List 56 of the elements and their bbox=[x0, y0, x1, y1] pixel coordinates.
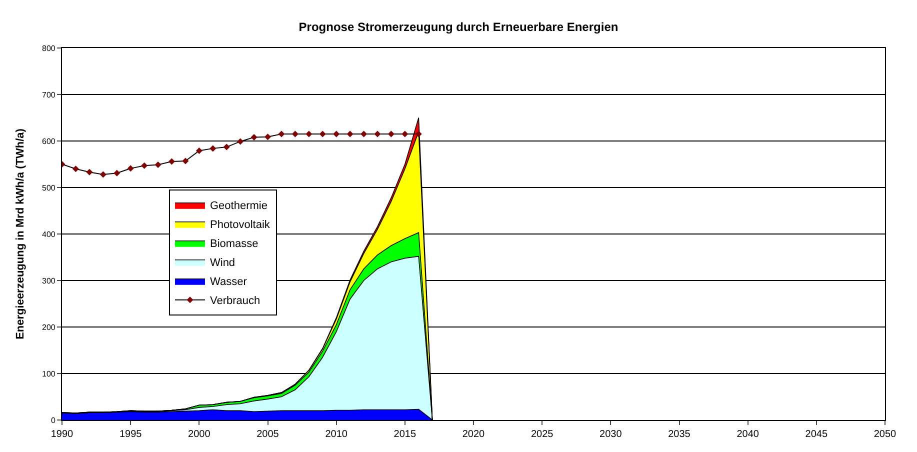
y-tick-label: 100 bbox=[42, 369, 56, 378]
point bbox=[127, 165, 134, 172]
point bbox=[319, 130, 326, 138]
legend-label: Biomasse bbox=[210, 238, 258, 250]
legend-label: Wind bbox=[210, 257, 236, 270]
point bbox=[141, 162, 148, 169]
x-tick-label: 1990 bbox=[50, 429, 74, 440]
x-tick-label: 2030 bbox=[600, 429, 622, 440]
point bbox=[292, 130, 298, 138]
point bbox=[223, 144, 230, 150]
legend-label: Geothermie bbox=[210, 200, 268, 212]
y-tick-label: 300 bbox=[42, 276, 56, 286]
x-tick-label: 2015 bbox=[394, 429, 416, 440]
y-tick-label: 800 bbox=[42, 44, 56, 53]
point bbox=[154, 161, 162, 168]
y-tick-label: 500 bbox=[42, 183, 56, 192]
x-tick-label: 1995 bbox=[119, 429, 142, 440]
x-tick-label: 2040 bbox=[736, 429, 760, 440]
point bbox=[168, 158, 175, 165]
y-axis-title: Energieerzeugung in Mrd kWh/a (TWh/a) bbox=[14, 128, 27, 340]
y-tick-label: 0 bbox=[50, 416, 56, 425]
point bbox=[374, 130, 381, 138]
point bbox=[402, 130, 408, 138]
point bbox=[182, 158, 189, 164]
x-tick-label: 2035 bbox=[668, 429, 691, 440]
point bbox=[346, 130, 354, 138]
x-tick-label: 2005 bbox=[256, 429, 280, 440]
legend-label: Photovoltaik bbox=[210, 219, 270, 232]
chart-title: Prognose Stromerzeugung durch Erneuerbare Energien bbox=[298, 20, 618, 34]
point bbox=[278, 130, 285, 138]
y-tick-label: 700 bbox=[42, 90, 56, 100]
point bbox=[86, 168, 93, 176]
point bbox=[210, 145, 216, 152]
point bbox=[237, 138, 244, 145]
point bbox=[114, 170, 120, 176]
point bbox=[250, 134, 258, 141]
point bbox=[360, 130, 368, 138]
point bbox=[388, 130, 394, 138]
point bbox=[72, 166, 79, 172]
y-tick-label: 200 bbox=[42, 322, 56, 332]
y-tick-label: 600 bbox=[42, 136, 56, 146]
point bbox=[196, 148, 202, 154]
x-tick-label: 2010 bbox=[325, 429, 348, 440]
x-tick-label: 2025 bbox=[530, 429, 554, 440]
x-tick-label: 2045 bbox=[805, 429, 828, 440]
x-tick-label: 2000 bbox=[188, 429, 211, 440]
point bbox=[415, 130, 422, 138]
x-tick-label: 2050 bbox=[874, 429, 897, 440]
legend-label: Verbrauch bbox=[210, 295, 260, 308]
point bbox=[100, 171, 106, 178]
x-tick-label: 2020 bbox=[462, 429, 486, 440]
y-tick-label: 400 bbox=[42, 230, 56, 239]
legend-label: Wasser bbox=[210, 276, 248, 288]
point bbox=[306, 130, 312, 138]
point bbox=[264, 134, 271, 140]
point bbox=[333, 130, 340, 138]
